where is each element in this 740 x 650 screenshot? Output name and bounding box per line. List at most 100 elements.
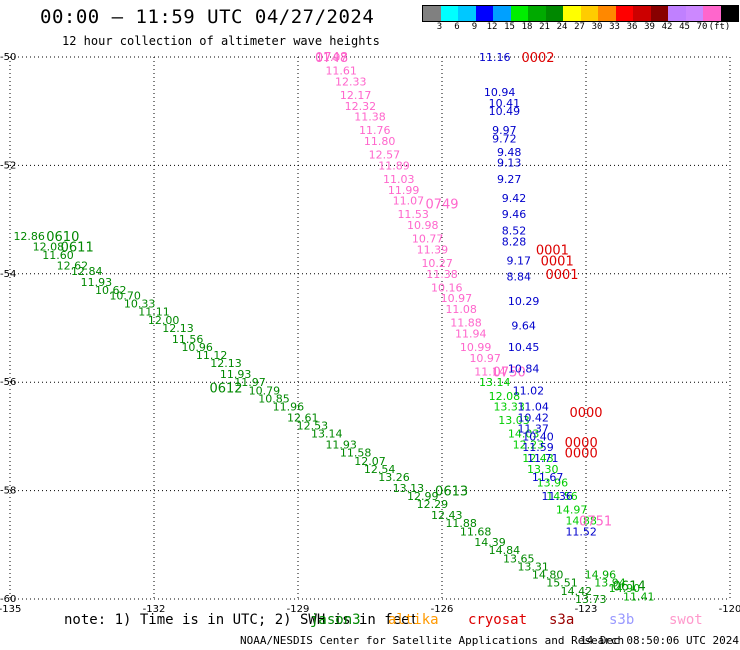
- wave-height-point: 11.12: [196, 349, 228, 362]
- wave-height-point: 9.27: [497, 173, 522, 186]
- legend-swatch: [528, 6, 546, 21]
- pass-time-label: 0000: [565, 436, 598, 451]
- pass-time-label: 0610: [46, 230, 79, 245]
- wave-height-point: 9.46: [502, 208, 527, 221]
- legend-swatch: [650, 6, 668, 21]
- wave-height-point: 10.27: [421, 257, 453, 270]
- wave-height-point: 13.73: [575, 593, 607, 606]
- wave-height-point: 13.03: [498, 414, 530, 427]
- wave-height-point: 11.76: [359, 124, 391, 137]
- wave-height-point: 11.11: [138, 306, 170, 319]
- wave-height-point: 15.51: [546, 577, 578, 590]
- pass-time-label: 0614: [613, 579, 646, 594]
- pass-time-label: 0749: [425, 197, 458, 212]
- legend-label: 18: [521, 22, 533, 32]
- legend-label: 12: [486, 22, 498, 32]
- wave-height-point: 11.04: [517, 401, 549, 414]
- x-tick-label: -129: [287, 604, 310, 615]
- wave-height-point: 12.54: [364, 463, 396, 476]
- wave-height-point: 10.33: [124, 298, 156, 311]
- pass-time-label: 0002: [521, 51, 554, 66]
- wave-height-point: 10.45: [508, 341, 540, 354]
- wave-height-point: 11.80: [364, 135, 396, 148]
- wave-height-point: 11.94: [455, 327, 487, 340]
- wave-height-point: 9.48: [497, 146, 522, 159]
- wave-height-point: 11.37: [517, 422, 549, 435]
- legend-label: 33: [609, 22, 620, 32]
- wave-height-point: 12.07: [354, 455, 386, 468]
- legend-swatch: [545, 6, 563, 21]
- wave-height-point: 9.13: [497, 157, 522, 170]
- wave-height-point: 13.26: [378, 471, 410, 484]
- wave-height-point: 9.64: [511, 319, 536, 332]
- wave-height-point: 13.33: [493, 401, 525, 414]
- legend-swatch: [703, 6, 721, 21]
- y-tick-label: -52: [0, 160, 16, 171]
- legend-swatch: [563, 6, 581, 21]
- legend-label: 21: [539, 22, 550, 32]
- satellite-s3b: s3b: [609, 612, 635, 628]
- wave-height-point: 9.42: [502, 192, 527, 205]
- wave-height-point: 9.97: [492, 124, 517, 137]
- wave-height-point: 11.88: [445, 517, 477, 530]
- legend-swatch: [475, 6, 493, 21]
- wave-height-point: 14.03: [508, 428, 540, 441]
- pass-time-label: 0613: [435, 485, 468, 500]
- wave-height-point: 11.68: [460, 525, 492, 538]
- wave-height-point: 10.77: [412, 233, 444, 246]
- wave-height-point: 14.96: [585, 569, 617, 582]
- wave-height-point: 10.84: [508, 363, 540, 376]
- wave-height-point: 12.99: [407, 490, 439, 503]
- legend-swatch: [615, 6, 633, 21]
- legend-label: (ft): [708, 22, 731, 32]
- wave-height-point: 12.08: [33, 241, 65, 254]
- satellite-cryosat: cryosat: [468, 612, 528, 628]
- wave-height-point: 10.98: [407, 219, 439, 232]
- legend-label: 30: [591, 22, 603, 32]
- wave-height-point: 10.41: [489, 97, 521, 110]
- satellite-jason3: jason3: [310, 612, 361, 628]
- wave-height-point: 10.16: [431, 281, 463, 294]
- wave-height-point: 11.61: [325, 65, 357, 78]
- wave-height-point: 10.94: [484, 86, 516, 99]
- wave-height-point: 10.40: [522, 430, 554, 443]
- wave-height-point: 11.41: [623, 590, 655, 603]
- wave-height-point: 11.97: [316, 51, 348, 64]
- wave-height-point: 14.80: [532, 569, 564, 582]
- wave-height-point: 12.57: [369, 149, 401, 162]
- wave-height-point: 11.89: [378, 159, 410, 172]
- wave-height-point: 8.84: [507, 271, 532, 284]
- wave-height-point: 10.70: [109, 289, 141, 302]
- chart-subtitle: 12 hour collection of altimeter wave hei…: [62, 34, 380, 48]
- wave-height-point: 14.42: [561, 585, 593, 598]
- pass-time-label: 0750: [493, 365, 526, 380]
- legend-swatch: [668, 6, 686, 21]
- wave-height-point: 8.52: [502, 224, 527, 237]
- wave-height-point: 12.43: [431, 509, 463, 522]
- wave-height-point: 8.28: [502, 235, 527, 248]
- footer-credit: NOAA/NESDIS Center for Satellite Applica…: [240, 634, 625, 647]
- wave-height-point: 10.85: [258, 392, 290, 405]
- wave-height-point: 13.96: [537, 476, 569, 489]
- wave-height-point: 11.53: [397, 208, 429, 221]
- wave-height-point: 11.16: [479, 51, 511, 64]
- wave-height-point: 13.14: [479, 376, 511, 389]
- wave-height-point: 12.13: [210, 357, 242, 370]
- x-tick-label: -135: [0, 604, 21, 615]
- pass-time-label: 0000: [569, 406, 602, 421]
- chart-title: 00:00 – 11:59 UTC 04/27/2024: [40, 6, 375, 28]
- wave-height-point: 10.79: [249, 384, 281, 397]
- legend-label: 42: [661, 22, 673, 32]
- satellite-swot: swot: [669, 612, 703, 628]
- wave-height-point: 10.97: [441, 292, 473, 305]
- wave-height-point: 11.93: [325, 439, 357, 452]
- wave-height-point: 12.62: [57, 260, 89, 273]
- legend-swatch: [580, 6, 598, 21]
- legend-swatch: [685, 6, 703, 21]
- wave-height-point: 11.97: [234, 376, 266, 389]
- y-tick-label: -50: [0, 52, 16, 63]
- wave-height-point: 14.90: [609, 582, 641, 595]
- wave-height-point: 11.67: [532, 471, 564, 484]
- wave-height-point: 11.03: [383, 173, 415, 186]
- wave-height-point: 12.33: [335, 75, 367, 88]
